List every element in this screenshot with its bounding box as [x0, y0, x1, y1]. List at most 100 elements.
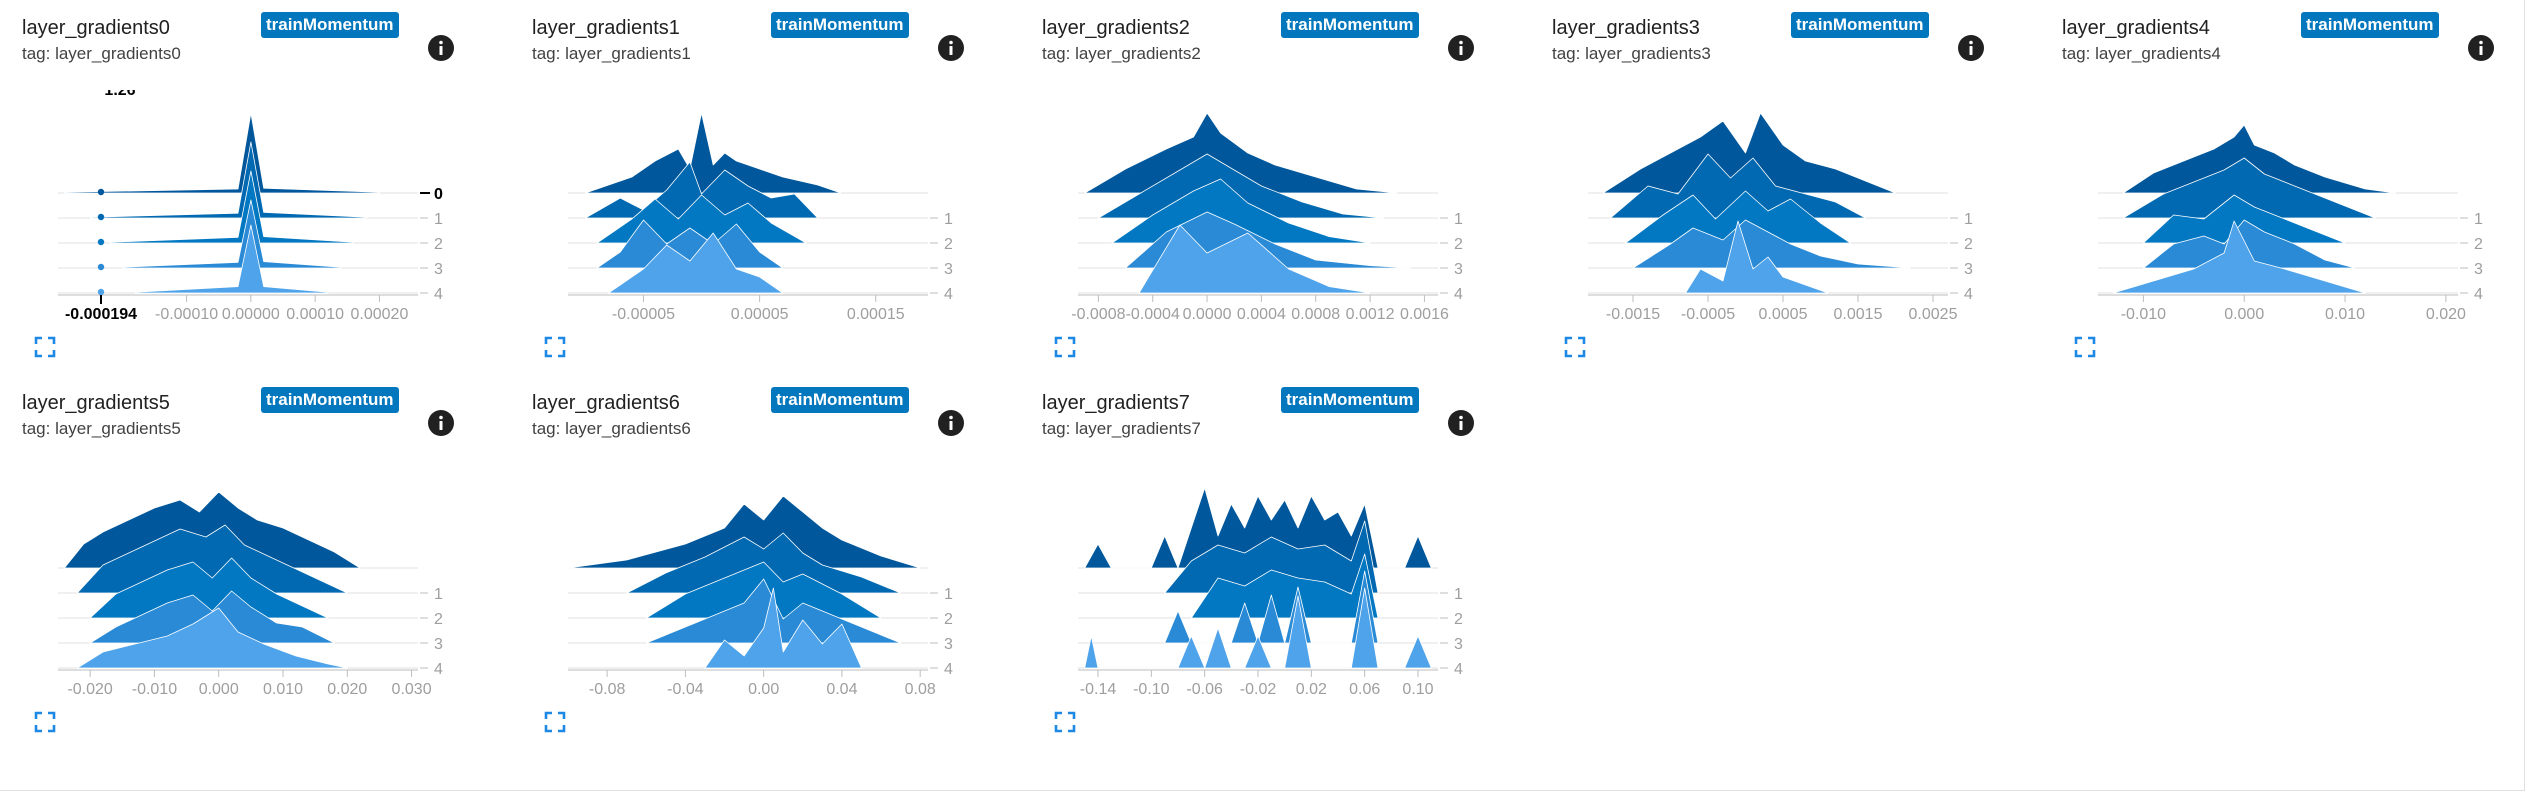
ridge-series-3[interactable] [2143, 219, 2356, 269]
ridge-series-0[interactable] [1602, 112, 1896, 194]
x-tick-label: 0.00020 [351, 306, 409, 320]
ridge-series-1[interactable] [585, 161, 819, 219]
x-tick-label: 0.0000 [1183, 306, 1232, 320]
x-tick-label: -0.02 [1240, 681, 1277, 695]
histogram-card: layer_gradients2 tag: layer_gradients2 tra… [1020, 0, 1490, 375]
fullscreen-icon[interactable] [1054, 711, 1076, 733]
x-tick-label: -0.10 [1133, 681, 1170, 695]
ridge-series-0[interactable] [2122, 124, 2396, 194]
x-tick-label: 0.08 [905, 681, 936, 695]
fullscreen-icon[interactable] [34, 336, 56, 358]
card-tag: tag: layer_gradients3 [1552, 44, 1711, 63]
ridge-series-1[interactable] [1098, 153, 1385, 219]
x-tick-label: 0.00 [748, 681, 779, 695]
ridge-series-4[interactable] [608, 232, 784, 294]
hover-value-label: 1.26 [104, 90, 135, 99]
ridge-series-4[interactable] [1084, 587, 1432, 669]
ridge-series-4[interactable] [2112, 220, 2366, 294]
fullscreen-icon[interactable] [1564, 336, 1586, 358]
ridge-series-3[interactable] [1632, 219, 1911, 269]
x-tick-label: -0.0008 [1071, 306, 1125, 320]
run-badge: trainMomentum [2301, 12, 2439, 38]
ridge-series-2[interactable] [89, 557, 329, 619]
x-tick-label: 0.00010 [286, 306, 344, 320]
card-title: layer_gradients6 [532, 392, 680, 414]
histogram-chart: 1 2 3 4 -0.08 -0.04 0.00 0.04 0.08 [567, 495, 953, 695]
ridge-series-1[interactable] [89, 141, 367, 219]
step-label: 1 [1454, 586, 1463, 603]
x-tick-label: 0.06 [1349, 681, 1380, 695]
info-icon[interactable] [427, 34, 455, 62]
ridge-series-1[interactable] [1164, 520, 1379, 594]
x-tick-label: 0.0015 [1834, 306, 1883, 320]
x-tick-label: 0.0016 [1400, 306, 1449, 320]
step-label: 2 [434, 236, 443, 253]
step-label: 4 [1454, 661, 1463, 678]
x-tick-label: -0.00005 [612, 306, 675, 320]
step-label: 3 [1454, 636, 1463, 653]
ridge-series-2[interactable] [109, 170, 355, 244]
hover-step-label: 0 [434, 186, 443, 203]
fullscreen-icon[interactable] [544, 336, 566, 358]
x-tick-label: 0.010 [2325, 306, 2365, 320]
card-tag: tag: layer_gradients6 [532, 419, 691, 438]
run-badge: trainMomentum [1791, 12, 1929, 38]
step-label: 1 [944, 586, 953, 603]
ridge-series-3[interactable] [121, 199, 342, 269]
run-badge: trainMomentum [771, 12, 909, 38]
step-label: 4 [1454, 286, 1463, 303]
x-tick-label: -0.14 [1080, 681, 1117, 695]
x-tick-label: -0.0004 [1126, 306, 1180, 320]
step-label: 2 [1454, 611, 1463, 628]
ridge-series-1[interactable] [1610, 153, 1866, 219]
x-tick-label: -0.020 [67, 681, 112, 695]
info-icon[interactable] [937, 409, 965, 437]
ridge-series-0[interactable] [1084, 112, 1398, 194]
card-tag: tag: layer_gradients0 [22, 44, 181, 63]
x-tick-label: 0.000 [2224, 306, 2264, 320]
ridge-series-0[interactable] [1084, 487, 1432, 569]
ridge-series-0[interactable] [585, 112, 842, 194]
ridge-series-3[interactable] [1164, 570, 1379, 644]
x-tick-label: 0.0008 [1291, 306, 1340, 320]
fullscreen-icon[interactable] [2074, 336, 2096, 358]
step-label: 3 [1964, 261, 1973, 278]
info-icon[interactable] [1447, 409, 1475, 437]
info-icon[interactable] [937, 34, 965, 62]
ridge-series-2[interactable] [1190, 553, 1379, 619]
step-label: 3 [944, 636, 953, 653]
ridge-series-2[interactable] [1625, 190, 1851, 244]
x-tick-label: -0.00010 [155, 306, 218, 320]
info-icon[interactable] [1957, 34, 1985, 62]
ridge-series-2[interactable] [2143, 194, 2346, 244]
ridge-series-4[interactable] [76, 607, 348, 669]
ridge-series-1[interactable] [2122, 157, 2376, 219]
step-label: 2 [944, 236, 953, 253]
fullscreen-icon[interactable] [1054, 336, 1076, 358]
step-label: 3 [434, 261, 443, 278]
x-tick-label: 0.0025 [1909, 306, 1958, 320]
card-title: layer_gradients5 [22, 392, 170, 414]
info-icon[interactable] [427, 409, 455, 437]
fullscreen-icon[interactable] [544, 711, 566, 733]
ridge-series-3[interactable] [596, 219, 784, 269]
step-label: 2 [434, 611, 443, 628]
ridge-series-0[interactable] [567, 495, 921, 569]
x-tick-label: 0.010 [263, 681, 303, 695]
ridge-series-4[interactable] [1685, 220, 1829, 294]
x-tick-label: 0.00015 [847, 306, 905, 320]
x-tick-label: -0.010 [132, 681, 177, 695]
ridge-series-0[interactable] [64, 112, 380, 194]
ridge-series-4[interactable] [704, 587, 862, 669]
info-icon[interactable] [1447, 34, 1475, 62]
hover-marker [97, 188, 105, 196]
histogram-chart: 1 2 3 4 -0.00005 0.00005 0.00015 [568, 112, 953, 320]
ridge-series-1[interactable] [76, 524, 348, 594]
fullscreen-icon[interactable] [34, 711, 56, 733]
step-label: 2 [2474, 236, 2483, 253]
histogram-card: layer_gradients6 tag: layer_gradients6 tra… [510, 375, 980, 750]
ridge-series-4[interactable] [1138, 224, 1371, 294]
ridge-series-4[interactable] [134, 224, 329, 294]
histogram-chart: 0 1 2 3 4 -0.00010 0.00000 0.00010 0.00020 1.26 -0… [58, 90, 443, 320]
info-icon[interactable] [2467, 34, 2495, 62]
